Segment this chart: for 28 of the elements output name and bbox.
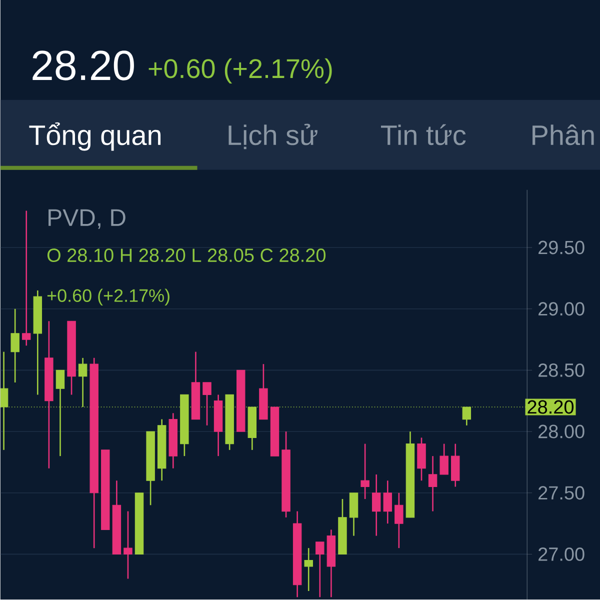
y-tick-label: 28.00 (538, 424, 584, 438)
candlestick (124, 510, 132, 580)
candlestick (304, 548, 313, 592)
annotation: O 28.10 H 28.20 L 28.05 C 28.20 (47, 248, 326, 262)
y-tick-label: 27.50 (538, 486, 584, 500)
y-tick-label: 29.00 (538, 302, 584, 316)
candlestick (202, 382, 212, 426)
y-tick-label: 28.50 (538, 364, 584, 378)
annotation: +0.60 (+2.17%) (47, 288, 170, 306)
candlestick (440, 443, 448, 476)
chart-title: 28.20 (32, 50, 134, 80)
candlestick (360, 443, 370, 500)
text: Tổng quan (29, 122, 161, 151)
text: Phân (532, 124, 594, 146)
candlestick (22, 210, 31, 346)
candlestick (428, 456, 438, 512)
candlestick (10, 308, 20, 384)
candlestick (394, 492, 404, 549)
text: Tin tức (380, 124, 466, 146)
chart-subtitle: +0.60 (+2.17%) (148, 58, 332, 84)
candlestick (372, 474, 381, 537)
annotation: PVD, D (48, 209, 126, 230)
y-tick-label: 27.00 (538, 548, 584, 562)
text: Lịch sử (228, 124, 318, 150)
candlestick (383, 480, 392, 524)
candlestick (316, 541, 324, 598)
y-tick-label: 29.50 (538, 240, 584, 254)
ref-line-label: 28.20 (528, 400, 574, 414)
